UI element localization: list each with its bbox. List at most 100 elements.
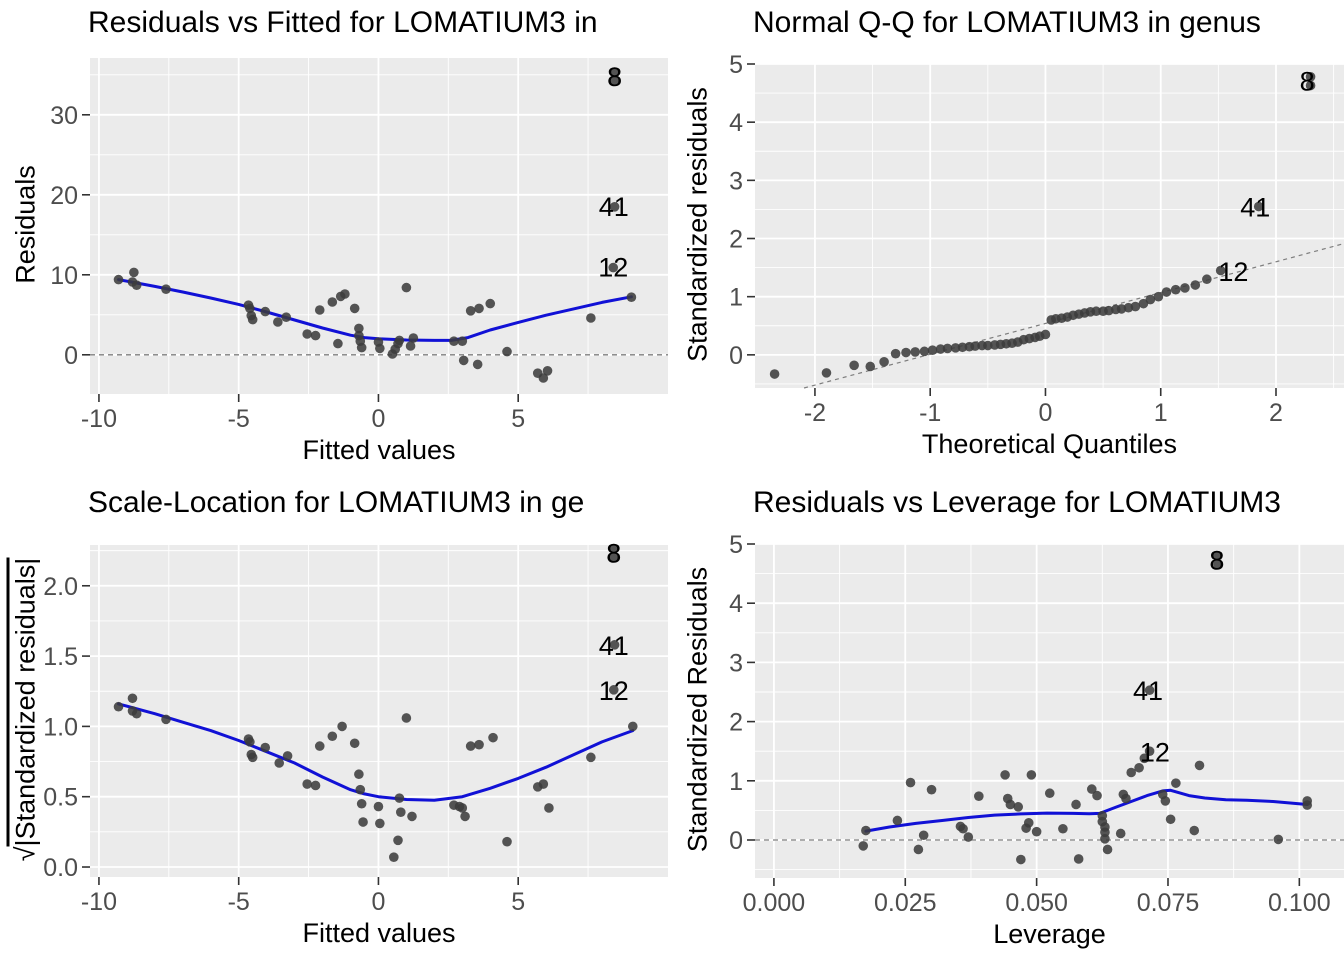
plot-svg-residuals-vs-fitted: 8 41 12 -10 -5 0 5 0 10 20 30 — [50, 58, 668, 433]
data-point — [1073, 854, 1084, 864]
y-axis-title: Residuals — [10, 165, 41, 284]
data-point — [375, 343, 385, 354]
data-point — [1189, 825, 1200, 836]
data-point — [465, 306, 476, 316]
qq-reference-line — [803, 243, 1344, 389]
data-point — [927, 345, 938, 355]
data-point — [394, 335, 405, 346]
y-tick-label: 5 — [729, 51, 743, 79]
data-point — [337, 721, 347, 732]
data-point — [1102, 844, 1113, 855]
data-point — [457, 803, 468, 813]
data-point — [396, 807, 406, 817]
outlier-point — [1213, 551, 1223, 561]
data-point — [1086, 784, 1097, 794]
y-tick-label: 3 — [729, 649, 743, 677]
x-axis-title: Theoretical Quantiles — [921, 429, 1178, 459]
data-point — [449, 336, 459, 347]
data-point — [861, 825, 871, 836]
point-label: 41 — [599, 631, 629, 661]
data-point — [1100, 834, 1110, 844]
x-tick-label: -10 — [81, 888, 117, 916]
outlier-point — [609, 68, 620, 78]
y-axis-title: Standardized Residuals — [682, 566, 713, 853]
data-point — [1302, 800, 1313, 810]
outlier-point — [608, 544, 619, 555]
y-tick-label: 4 — [729, 109, 743, 137]
y-tick-label: 0 — [729, 827, 743, 855]
data-point — [626, 292, 637, 303]
data-point — [1170, 284, 1181, 295]
outlier-point — [1305, 71, 1316, 82]
data-point — [1126, 767, 1137, 778]
x-tick-label: 0.000 — [743, 889, 806, 917]
data-point — [375, 818, 385, 829]
data-point — [1130, 301, 1141, 312]
data-point — [161, 284, 171, 295]
panel-background — [755, 544, 1344, 878]
data-point — [401, 713, 412, 723]
outlier-point — [1144, 685, 1155, 696]
panel-scale-location: 8 41 12 -10 -5 0 5 0.0 0.5 1.0 1.5 2.0 Scale-Locati… — [0, 480, 672, 960]
panel-background — [755, 64, 1344, 388]
y-axis-title: Standardized residuals — [682, 87, 713, 362]
x-tick-label: -2 — [804, 399, 826, 427]
data-point — [1040, 329, 1051, 340]
data-point — [821, 368, 832, 378]
data-point — [245, 303, 255, 314]
data-point — [131, 280, 142, 291]
x-tick-label: 0.100 — [1268, 889, 1331, 917]
x-tick-label: -5 — [228, 888, 250, 916]
smooth-line — [864, 788, 1309, 833]
data-point — [910, 347, 921, 357]
data-point — [1000, 770, 1010, 780]
data-point — [333, 338, 343, 349]
data-point — [389, 852, 399, 862]
data-point — [247, 314, 258, 325]
data-point — [879, 357, 889, 367]
data-point — [1092, 790, 1102, 801]
data-point — [918, 830, 929, 841]
data-point — [1139, 753, 1150, 764]
outlier-point — [608, 552, 619, 563]
data-point — [502, 836, 512, 847]
data-point — [1134, 762, 1144, 773]
y-tick-label: 10 — [50, 262, 78, 290]
data-point — [502, 346, 512, 357]
data-point — [957, 342, 968, 353]
y-tick-label: 2 — [729, 226, 743, 254]
outlier-point — [1215, 265, 1226, 276]
y-tick-label: 1 — [729, 284, 743, 312]
data-point — [1023, 818, 1034, 828]
data-point — [457, 336, 468, 347]
data-point — [913, 844, 924, 855]
data-point — [273, 317, 283, 327]
data-point — [1044, 788, 1055, 799]
data-point — [245, 737, 255, 747]
data-point — [858, 841, 869, 851]
y-tick-label: 5 — [729, 531, 743, 559]
x-tick-label: 1 — [1154, 399, 1168, 427]
data-point — [1138, 298, 1149, 309]
data-point — [474, 739, 484, 750]
y-tick-label: 0 — [64, 342, 78, 370]
data-point — [1165, 814, 1176, 825]
x-tick-label: 0.075 — [1137, 889, 1200, 917]
sqrt-body: |Standardized residuals| — [6, 557, 41, 847]
data-point — [970, 341, 980, 351]
data-point — [247, 752, 258, 763]
data-point — [127, 693, 138, 704]
data-point — [1153, 291, 1164, 302]
data-point — [769, 369, 780, 379]
data-point — [274, 758, 285, 768]
x-tick-label: 5 — [511, 405, 525, 433]
outlier-point — [1305, 80, 1316, 91]
y-tick-label: 30 — [50, 102, 78, 130]
data-point — [1013, 802, 1024, 812]
data-point — [282, 751, 293, 761]
data-point — [1091, 306, 1101, 317]
data-point — [349, 738, 360, 749]
data-point — [1161, 287, 1172, 297]
outlier-point — [1253, 201, 1264, 212]
